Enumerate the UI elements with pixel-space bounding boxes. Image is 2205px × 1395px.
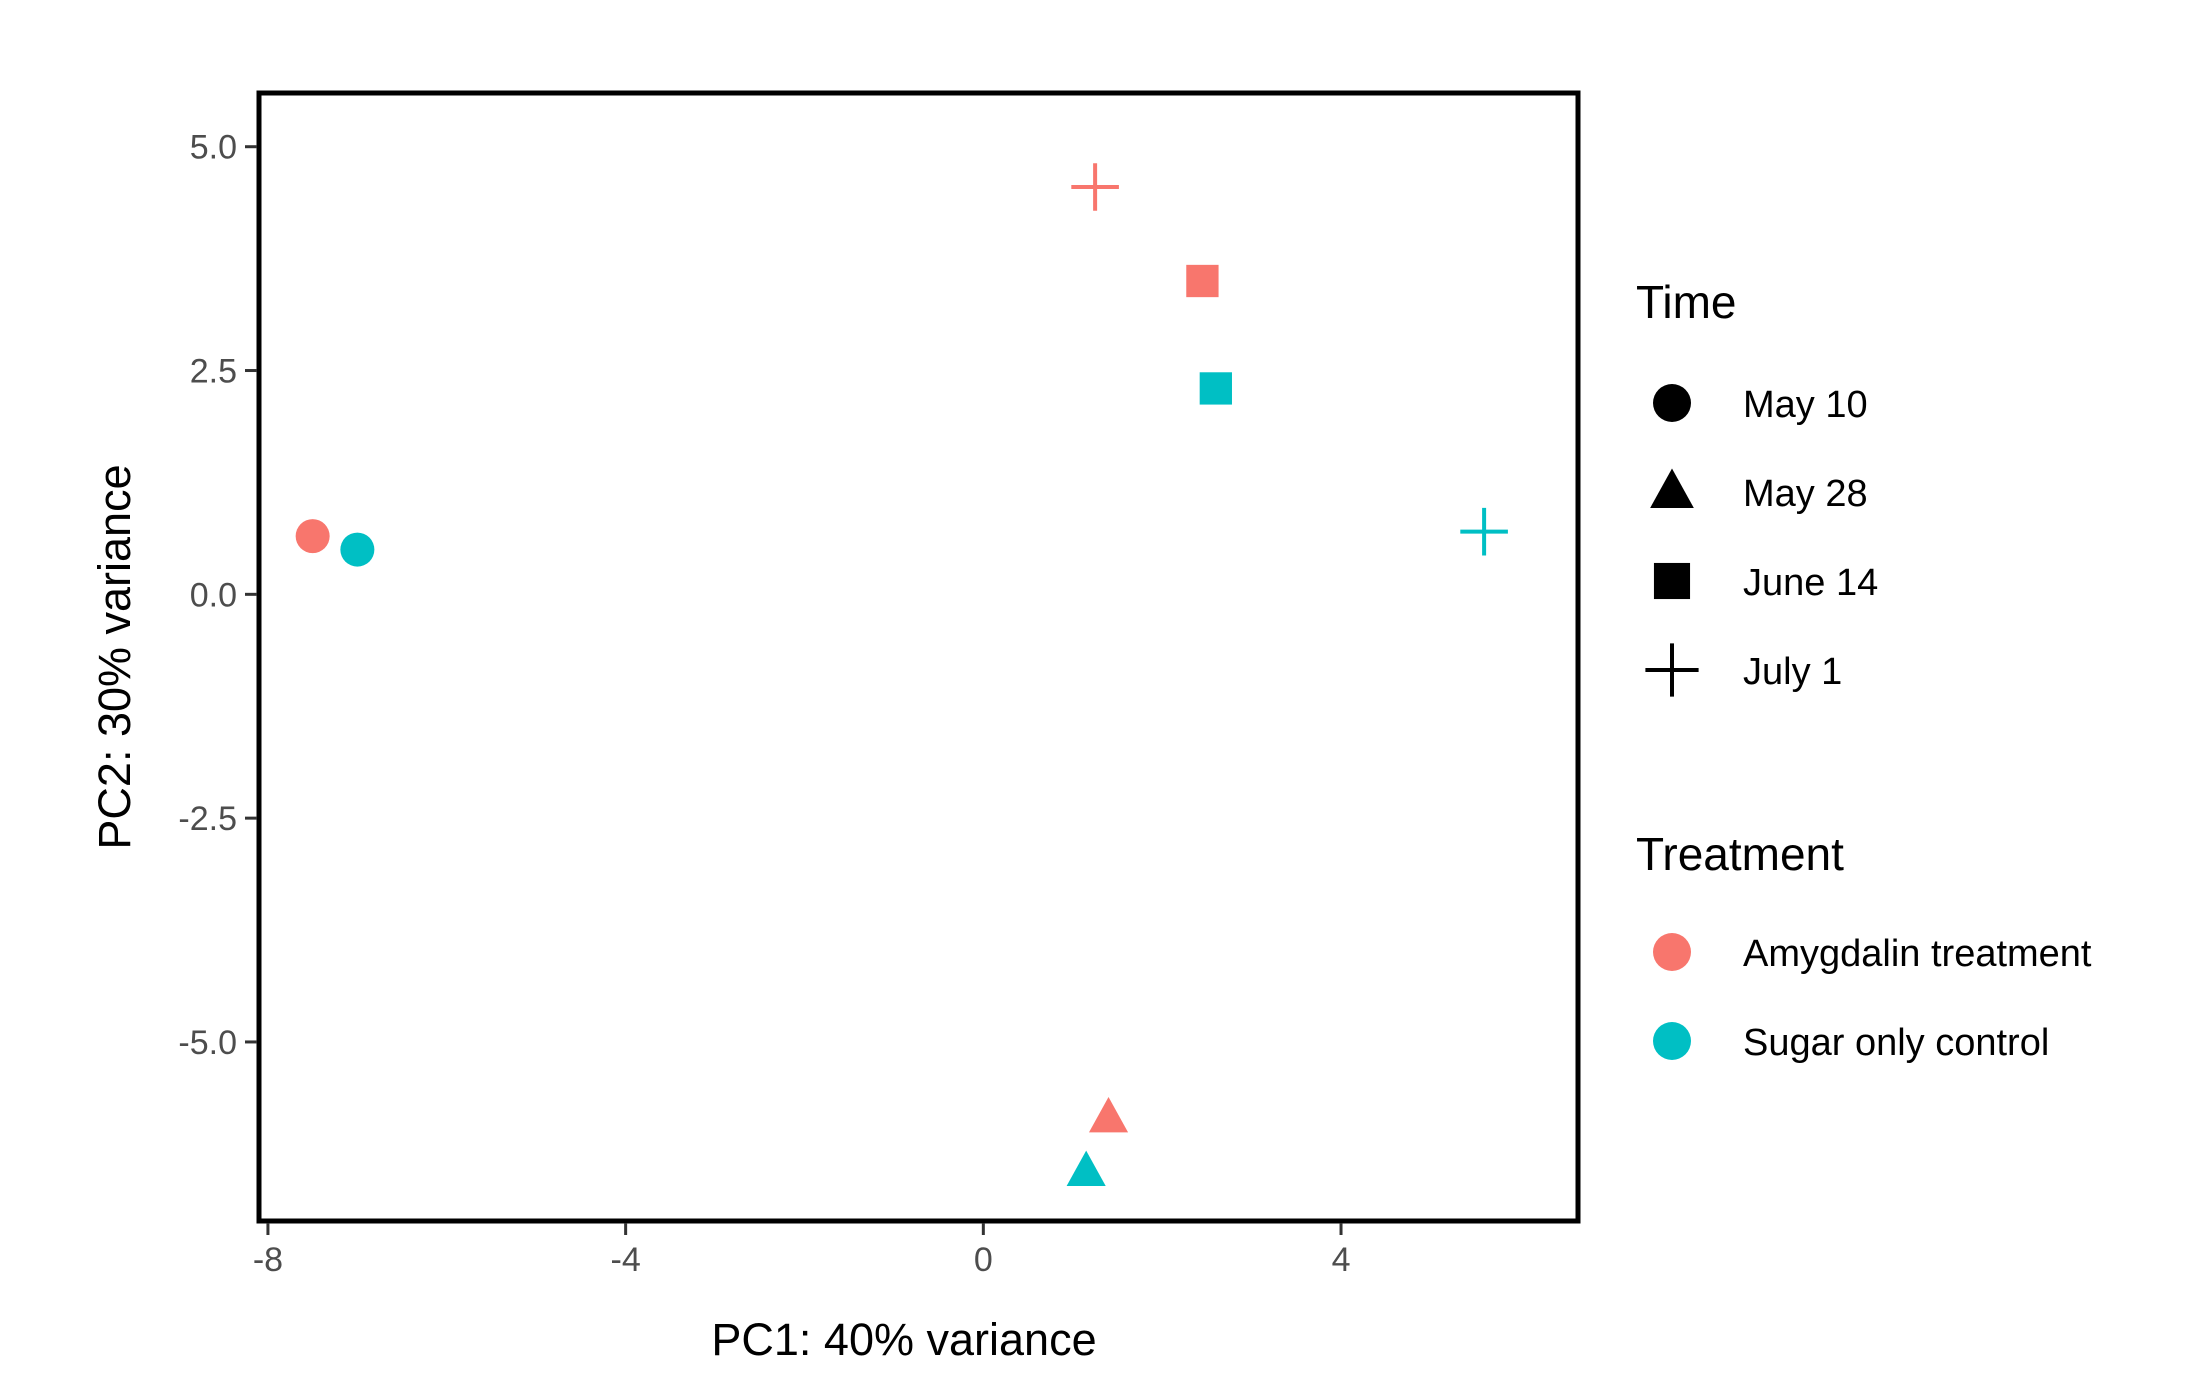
x-tick-label: -8 [253, 1241, 283, 1279]
legend-treatment-key [1653, 933, 1691, 971]
legend-time-key [1645, 643, 1699, 697]
data-points [295, 163, 1508, 1187]
legend-treatment-key [1653, 1022, 1691, 1060]
legend-time-key [1653, 562, 1691, 600]
y-tick-label: 0.0 [190, 576, 237, 614]
plot-panel [256, 90, 1581, 1224]
x-axis-title: PC1: 40% variance [711, 1314, 1096, 1365]
legend-time-key [1650, 468, 1694, 508]
y-tick-label: 2.5 [190, 353, 237, 391]
y-tick-label: -2.5 [178, 800, 237, 838]
data-point [340, 532, 375, 567]
legend-treatment-label: Amygdalin treatment [1743, 933, 2092, 975]
legend-time-label: July 1 [1743, 651, 1842, 693]
legend-time-key [1653, 384, 1691, 422]
data-point [295, 519, 330, 554]
legend-time-title: Time [1636, 276, 1737, 328]
x-tick-label: -4 [611, 1241, 641, 1279]
data-point [1186, 264, 1219, 298]
data-point [1199, 372, 1232, 405]
x-axis: -8 -4 0 4 [253, 1223, 1351, 1279]
legend-time-label: May 10 [1743, 384, 1868, 426]
data-point [1088, 1096, 1129, 1133]
x-tick-label: 0 [974, 1241, 993, 1279]
x-tick-label: 4 [1332, 1241, 1351, 1279]
legend-treatment: Treatment Amygdalin treatment Sugar only … [1636, 828, 2092, 1064]
legend-time-label: June 14 [1743, 562, 1878, 604]
y-axis-title: PC2: 30% variance [89, 464, 140, 849]
y-tick-label: 5.0 [190, 129, 237, 167]
data-point [1071, 163, 1119, 211]
legend-time-label: May 28 [1743, 473, 1868, 515]
legend-treatment-label: Sugar only control [1743, 1022, 2049, 1064]
data-point [1066, 1150, 1106, 1187]
y-axis: 5.0 2.5 0.0 -2.5 -5.0 [178, 129, 257, 1062]
legend-time: Time May 10 May 28 June 14 July 1 [1636, 276, 1878, 697]
y-tick-label: -5.0 [178, 1024, 237, 1062]
legend-treatment-title: Treatment [1636, 828, 1844, 880]
data-point [1460, 507, 1508, 556]
